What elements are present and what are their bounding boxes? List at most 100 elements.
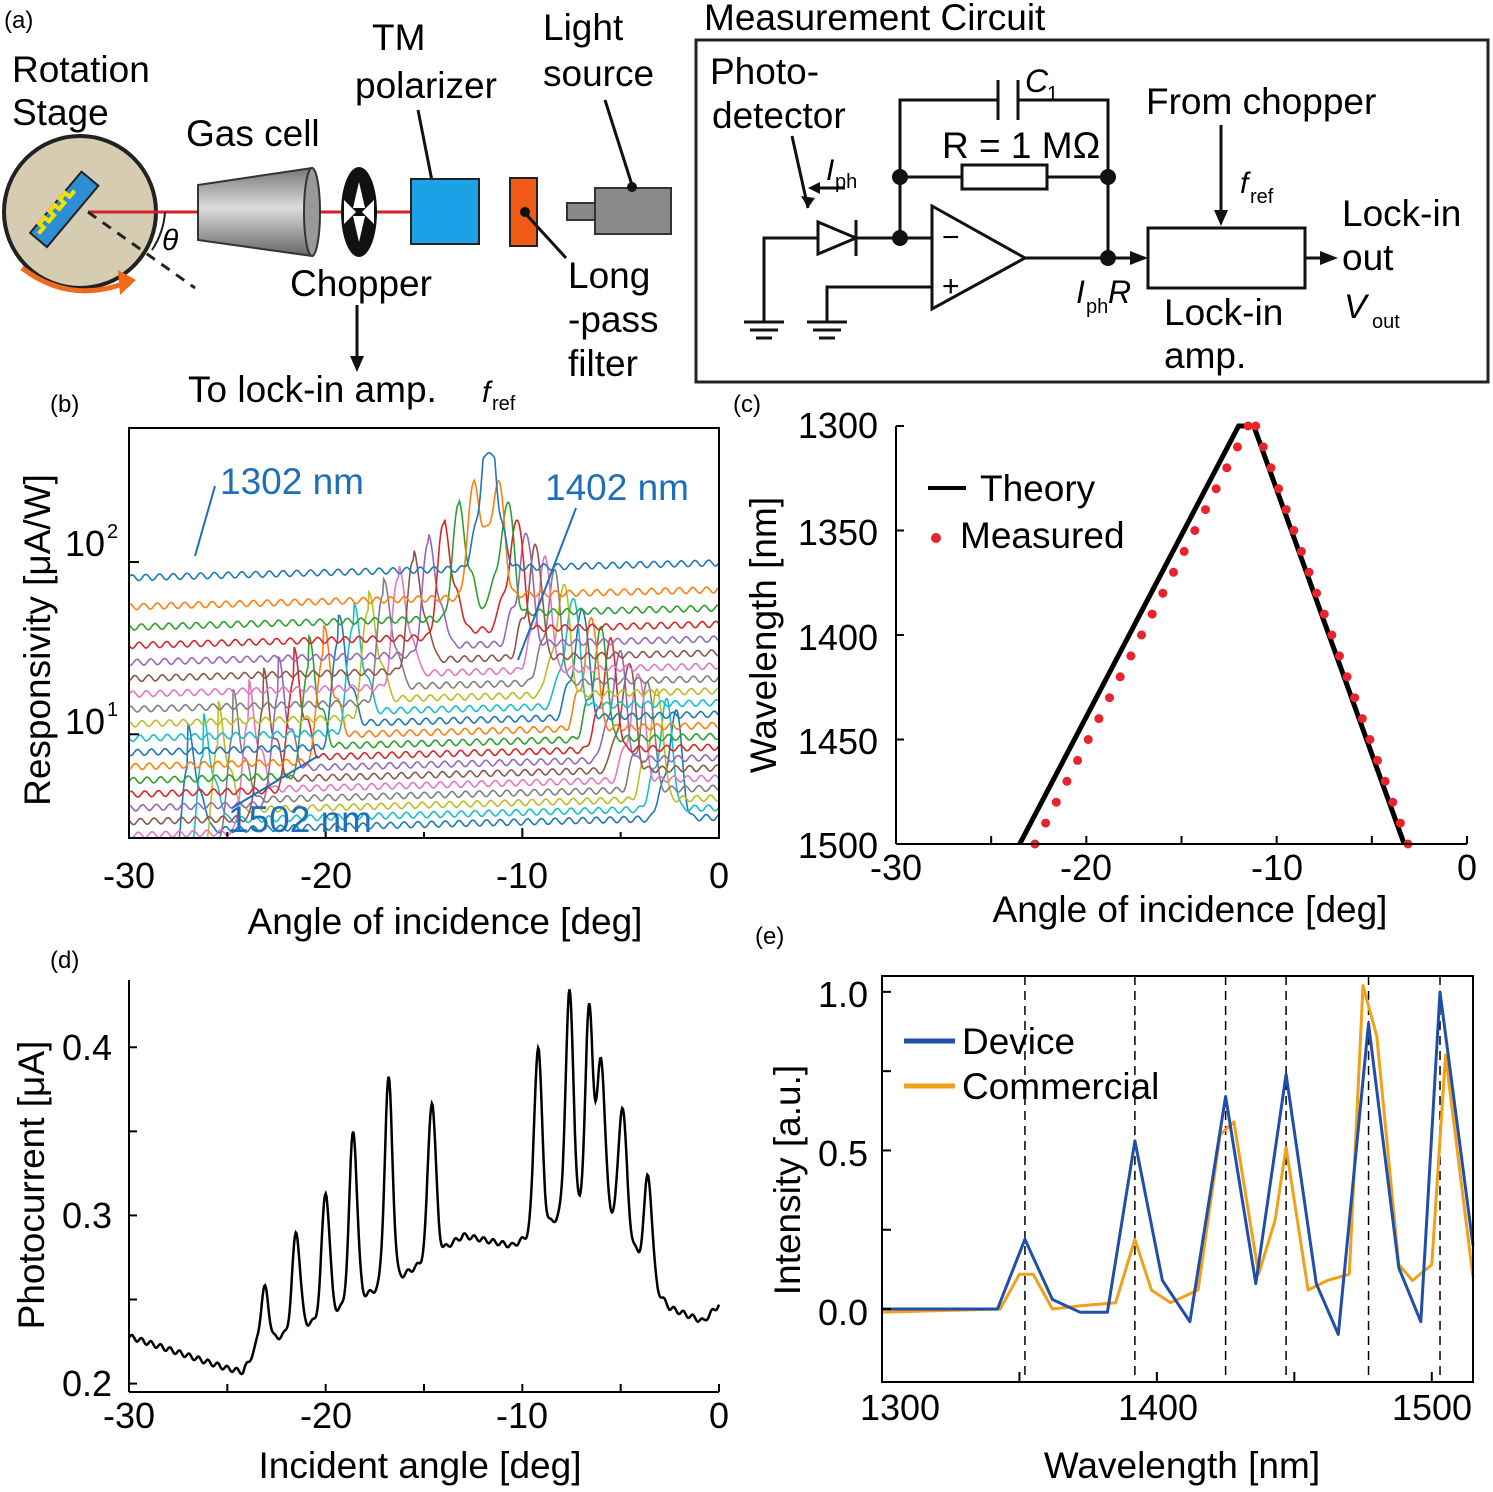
b-annotation-1502: 1502 nm (228, 799, 372, 840)
circuit-frame (694, 38, 1490, 384)
b-series-line-1 (128, 451, 720, 582)
b-series-group (128, 451, 720, 839)
b-annotation-1402: 1402 nm (545, 467, 689, 508)
c1-label: C (1025, 63, 1049, 99)
c-measured-point-left-19 (1232, 442, 1242, 452)
chart-d: (d) 0.4 0.3 0.2 -30 -20 -10 0 Incident a… (11, 947, 729, 1486)
d-ytick-0: 0.2 (62, 1363, 112, 1404)
c-measured-point-left-10 (1137, 630, 1147, 640)
e-legend-commercial: Commercial (962, 1066, 1159, 1107)
b-series-line-5 (128, 532, 720, 667)
b-series-line-6 (128, 543, 720, 683)
d-ylabel: Photocurrent [μA] (11, 1041, 52, 1330)
e-xtick-0: 1300 (860, 1387, 940, 1428)
c-measured-point-left-18 (1222, 463, 1232, 473)
b-ytick-100: 10 2 (65, 521, 118, 564)
op-amp-minus: − (942, 221, 960, 254)
light-source-nozzle (566, 202, 598, 221)
panel-label-c: (c) (733, 391, 761, 418)
b-series-line-4 (128, 519, 720, 650)
c-measured-point-right-3 (1380, 776, 1390, 786)
c-measured-point-right-1 (1395, 818, 1405, 828)
b-ytick-10: 10 1 (65, 699, 118, 742)
c-measured-point-right-10 (1327, 630, 1337, 640)
photodiode (816, 219, 860, 257)
light-source (594, 187, 672, 235)
b-series-line-10 (128, 597, 720, 743)
b-ytick-exp-2: 2 (107, 521, 118, 543)
panel-label-e: (e) (755, 923, 784, 950)
b-series-line-8 (128, 568, 720, 713)
c-measured-point-right-12 (1312, 588, 1322, 598)
c-measured-point-left-6 (1094, 714, 1104, 724)
chart-b: (b) 10 2 10 1 -30 -20 -10 0 Angle of inc… (17, 391, 729, 942)
c-measured-point-right-15 (1289, 526, 1299, 535)
from-chopper-label: From chopper (1146, 81, 1376, 122)
b-annotation-1302: 1302 nm (220, 461, 364, 502)
panel-label-b: (b) (50, 391, 79, 418)
op-amp-plus: + (942, 270, 960, 303)
lockin-out-label-2: out (1342, 237, 1394, 278)
d-xtick-1: -20 (300, 1395, 352, 1436)
c-measured-point-left-9 (1126, 651, 1136, 661)
d-xtick-0: -30 (103, 1395, 155, 1436)
photodetector-label-1: Photo- (710, 51, 819, 92)
tm-polarizer (410, 178, 480, 245)
tm-polarizer-label-2: polarizer (355, 65, 497, 106)
b-xtick-0: -30 (103, 855, 155, 896)
c-measured-point-right-11 (1319, 609, 1329, 619)
b-xlabel: Angle of incidence [deg] (248, 901, 643, 942)
e-xtick-2: 1500 (1392, 1387, 1472, 1428)
chart-c: (c) 1300 1350 1400 1450 1500 -30 -20 -10… (733, 391, 1477, 930)
c-measured-point-left-15 (1190, 526, 1200, 535)
c-ytick-1: 1350 (798, 512, 878, 553)
chart-e: (e) 1.0 0.5 0.0 1300 1400 1500 Wavelengt… (755, 923, 1475, 1486)
c-measured-point-right-9 (1334, 651, 1344, 661)
b-ytick-base-2: 10 (65, 523, 105, 564)
feedback-resistor (960, 163, 1049, 191)
d-xtick-2: -10 (496, 1395, 548, 1436)
c-measured-point-right-16 (1281, 505, 1291, 515)
b-series-line-19 (129, 687, 720, 839)
c-measured-point-left-14 (1179, 546, 1189, 556)
c-legend-measured: Measured (960, 515, 1125, 556)
measurement-circuit: Measurement Circuit Photo- detector − + (694, 0, 1490, 384)
d-photocurrent-line (128, 989, 721, 1376)
e-xlabel: Wavelength [nm] (1044, 1445, 1320, 1486)
c-measured-point-right-2 (1388, 797, 1398, 807)
iphr-r: R (1108, 274, 1131, 310)
circuit-title: Measurement Circuit (704, 0, 1046, 38)
lockin-amp-label-2: amp. (1164, 335, 1246, 376)
vout-sub: out (1372, 311, 1400, 333)
b-annotation-line-1502 (231, 755, 319, 809)
c-measured-point-right-14 (1296, 546, 1306, 556)
lockin-amp-box (1146, 226, 1307, 290)
resistor-label: R = 1 MΩ (942, 125, 1100, 166)
c-ytick-0: 1300 (798, 405, 878, 446)
circuit-fref: f (1240, 167, 1251, 200)
c-measured-point-left-17 (1211, 484, 1221, 494)
c-xtick-2: -10 (1251, 847, 1303, 888)
circuit-fref-sub: ref (1250, 186, 1274, 208)
angle-arc (151, 211, 166, 251)
b-series-line-2 (128, 478, 720, 611)
e-ytick-0: 0.0 (818, 1292, 868, 1333)
b-ytick-exp-1: 1 (107, 699, 118, 721)
c-measured-point-left-1 (1041, 818, 1051, 828)
c-measured-point-left-7 (1105, 693, 1115, 703)
c-measured-point-left-13 (1169, 567, 1179, 577)
iph-sub: ph (835, 171, 857, 193)
c-xtick-3: 0 (1457, 847, 1477, 888)
c-xtick-1: -20 (1060, 847, 1112, 888)
c-measured-point-right-6 (1357, 714, 1367, 724)
b-annotation-line-1302 (194, 485, 216, 557)
b-series-line-9 (128, 583, 720, 728)
b-series-line-20 (129, 697, 720, 839)
b-ytick-base-1: 10 (65, 701, 105, 742)
b-series-line-21 (129, 709, 720, 839)
to-lockin-label: To lock-in amp. (188, 369, 437, 410)
b-series-line-12 (128, 616, 720, 771)
light-source-label-2: source (543, 53, 654, 94)
e-legend-device: Device (962, 1021, 1075, 1062)
vout-v: V (1344, 288, 1370, 326)
